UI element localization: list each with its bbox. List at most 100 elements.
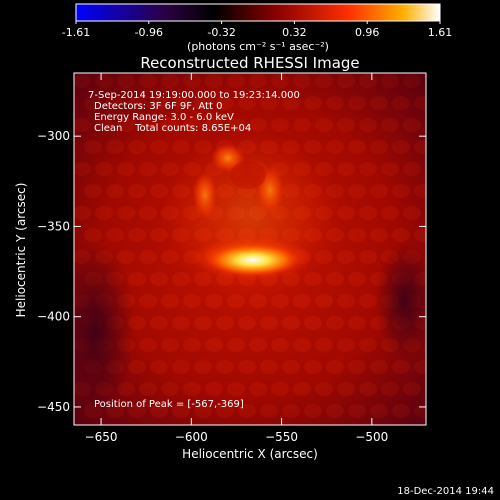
texture-blob xyxy=(172,404,190,418)
texture-blob xyxy=(370,360,388,374)
texture-blob xyxy=(337,118,355,132)
texture-blob xyxy=(414,228,426,242)
texture-blob xyxy=(381,162,399,176)
peak-position-label: Position of Peak = [-567,-369] xyxy=(94,399,244,410)
x-tick-label: −550 xyxy=(265,430,298,444)
texture-blob xyxy=(392,96,410,110)
texture-blob xyxy=(205,338,223,352)
texture-blob xyxy=(74,118,91,132)
texture-blob xyxy=(205,382,223,396)
texture-blob xyxy=(84,140,102,154)
texture-blob xyxy=(172,96,190,110)
texture-blob xyxy=(161,382,179,396)
texture-blob xyxy=(414,96,426,110)
colorbar-ticks xyxy=(75,21,441,24)
texture-blob xyxy=(183,382,201,396)
texture-blob xyxy=(337,74,355,88)
texture-blob xyxy=(194,96,212,110)
texture-blob xyxy=(414,184,426,198)
texture-blob xyxy=(293,74,311,88)
texture-blob xyxy=(359,294,377,308)
texture-blob xyxy=(348,272,366,286)
texture-blob xyxy=(128,272,146,286)
texture-blob xyxy=(293,338,311,352)
texture-blob xyxy=(315,294,333,308)
texture-blob xyxy=(414,140,426,154)
x-tick-label: −600 xyxy=(175,430,208,444)
texture-blob xyxy=(84,228,102,242)
texture-blob xyxy=(293,382,311,396)
texture-blob xyxy=(227,382,245,396)
texture-blob xyxy=(95,162,113,176)
texture-blob xyxy=(128,228,146,242)
texture-blob xyxy=(249,118,267,132)
texture-blob xyxy=(359,162,377,176)
texture-blob xyxy=(238,96,256,110)
texture-blob xyxy=(216,360,234,374)
texture-blob xyxy=(359,206,377,220)
texture-blob xyxy=(117,74,135,88)
texture-blob xyxy=(403,206,421,220)
texture-blob xyxy=(370,228,388,242)
texture-blob xyxy=(117,162,135,176)
texture-blob xyxy=(205,294,223,308)
texture-blob xyxy=(227,338,245,352)
texture-blob xyxy=(315,382,333,396)
texture-blob xyxy=(161,294,179,308)
texture-blob xyxy=(326,140,344,154)
texture-blob xyxy=(348,316,366,330)
texture-blob xyxy=(337,162,355,176)
texture-blob xyxy=(326,404,344,418)
texture-blob xyxy=(260,404,278,418)
texture-blob xyxy=(194,316,212,330)
texture-blob xyxy=(304,404,322,418)
texture-blob xyxy=(74,162,91,176)
colorbar-tick-label: 0.96 xyxy=(355,26,380,39)
texture-blob xyxy=(392,228,410,242)
texture-blob xyxy=(106,96,124,110)
texture-blob xyxy=(337,382,355,396)
texture-blob xyxy=(238,360,256,374)
texture-blob xyxy=(326,96,344,110)
texture-blob xyxy=(74,206,91,220)
texture-blob xyxy=(348,140,366,154)
texture-blob xyxy=(172,140,190,154)
texture-blob xyxy=(139,118,157,132)
plot-frame xyxy=(73,72,427,426)
texture-blob xyxy=(106,228,124,242)
texture-blob xyxy=(370,96,388,110)
y-axis-label: Heliocentric Y (arcsec) xyxy=(14,183,28,318)
texture-blob xyxy=(139,162,157,176)
texture-blob xyxy=(216,96,234,110)
texture-blob xyxy=(128,140,146,154)
texture-blob xyxy=(282,404,300,418)
texture-blob xyxy=(161,338,179,352)
texture-blob xyxy=(359,382,377,396)
colorbar-tick-label: -0.96 xyxy=(135,26,163,39)
colorbar-tick-label: 0.32 xyxy=(282,26,307,39)
texture-blob xyxy=(359,338,377,352)
texture-blob xyxy=(260,360,278,374)
texture-blob xyxy=(337,206,355,220)
texture-blob xyxy=(183,338,201,352)
texture-blob xyxy=(403,382,421,396)
texture-blob xyxy=(139,250,157,264)
texture-blob xyxy=(315,118,333,132)
texture-blob xyxy=(227,74,245,88)
texture-blob xyxy=(227,118,245,132)
x-tick-label: −500 xyxy=(355,430,388,444)
texture-blob xyxy=(128,96,146,110)
texture-blob xyxy=(117,250,135,264)
texture-blob xyxy=(392,404,410,418)
texture-blob xyxy=(150,360,168,374)
texture-blob xyxy=(326,360,344,374)
y-tick-label: −450 xyxy=(37,400,70,414)
texture-blob xyxy=(84,184,102,198)
texture-blob xyxy=(348,96,366,110)
texture-blob xyxy=(95,74,113,88)
footer-date: 18-Dec-2014 19:44 xyxy=(397,486,494,497)
texture-blob xyxy=(183,74,201,88)
texture-blob xyxy=(194,360,212,374)
texture-blob xyxy=(403,162,421,176)
